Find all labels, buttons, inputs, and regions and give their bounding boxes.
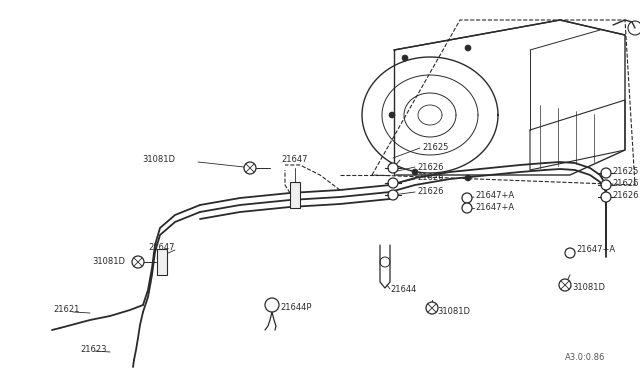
Circle shape	[389, 112, 395, 118]
Circle shape	[159, 266, 165, 272]
Bar	[290, 182, 300, 208]
Text: 21644P: 21644P	[280, 302, 312, 311]
Text: 21626: 21626	[417, 186, 444, 196]
Circle shape	[465, 45, 471, 51]
Text: 31081D: 31081D	[142, 155, 175, 164]
Text: 21623: 21623	[80, 346, 106, 355]
Circle shape	[244, 162, 256, 174]
Text: 31081D: 31081D	[92, 257, 125, 266]
Text: 21626: 21626	[417, 163, 444, 171]
Text: 21625: 21625	[422, 142, 449, 151]
Circle shape	[601, 192, 611, 202]
Text: 21647+A: 21647+A	[576, 246, 615, 254]
Circle shape	[601, 180, 611, 190]
Circle shape	[292, 199, 298, 205]
Circle shape	[462, 193, 472, 203]
Circle shape	[292, 186, 298, 192]
Circle shape	[388, 190, 398, 200]
Circle shape	[388, 178, 398, 188]
Circle shape	[159, 253, 165, 259]
Bar	[157, 249, 167, 275]
Text: 21644: 21644	[390, 285, 417, 295]
Circle shape	[462, 203, 472, 213]
Text: 21626: 21626	[612, 179, 639, 187]
Circle shape	[426, 302, 438, 314]
Text: A3.0:0.86: A3.0:0.86	[565, 353, 605, 362]
Circle shape	[465, 175, 471, 181]
Circle shape	[265, 298, 279, 312]
Text: 31081D: 31081D	[572, 283, 605, 292]
Text: 21626: 21626	[612, 192, 639, 201]
Circle shape	[388, 163, 398, 173]
Text: 21647: 21647	[282, 155, 308, 164]
Text: 21626: 21626	[417, 173, 444, 183]
Circle shape	[565, 248, 575, 258]
Circle shape	[132, 256, 144, 268]
Text: 21647: 21647	[148, 244, 175, 253]
Circle shape	[559, 279, 571, 291]
Text: 21625: 21625	[612, 167, 638, 176]
Text: 21647+A: 21647+A	[475, 202, 514, 212]
Text: 31081D: 31081D	[437, 308, 470, 317]
Circle shape	[402, 55, 408, 61]
Text: 21647+A: 21647+A	[475, 190, 514, 199]
Circle shape	[412, 169, 418, 175]
Text: 21621: 21621	[53, 305, 79, 314]
Circle shape	[601, 168, 611, 178]
